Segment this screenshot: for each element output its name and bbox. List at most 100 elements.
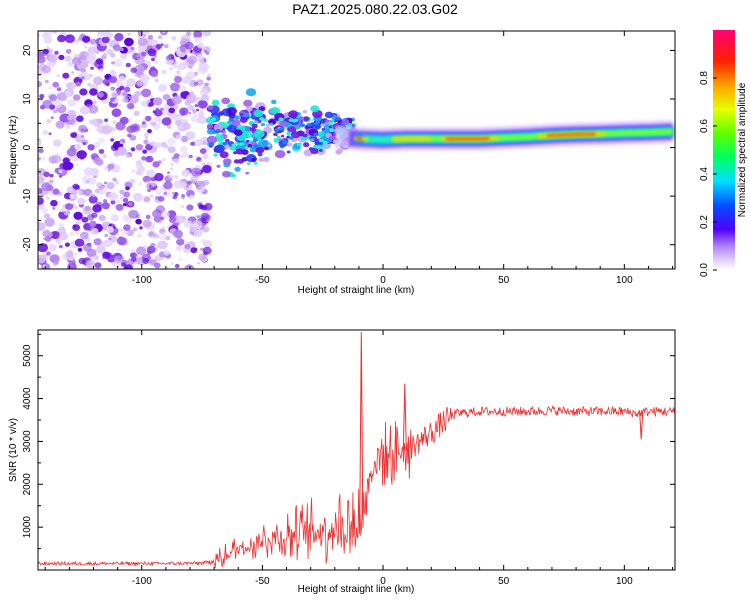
noise-speckle [38, 70, 44, 76]
noise-speckle [74, 39, 80, 44]
snr-y-label: SNR (10 * v/v) [8, 418, 19, 482]
noise-speckle [78, 124, 88, 133]
noise-speckle [101, 202, 110, 210]
transition-speckle [215, 144, 225, 153]
noise-speckle [152, 97, 163, 106]
noise-speckle [204, 82, 209, 87]
y-tick-label: 5000 [22, 344, 33, 367]
noise-speckle [69, 193, 76, 200]
noise-speckle [141, 100, 149, 107]
noise-speckle [102, 251, 111, 259]
noise-speckle [65, 251, 74, 259]
noise-speckle [92, 194, 96, 198]
noise-speckle [125, 186, 130, 191]
transition-core [288, 136, 294, 140]
noise-speckle [192, 109, 197, 114]
noise-speckle [111, 108, 122, 117]
noise-speckle [161, 69, 167, 75]
transition-speckle [245, 139, 250, 143]
noise-speckle [53, 100, 62, 109]
noise-speckle [196, 108, 200, 112]
noise-speckle [142, 121, 146, 125]
transition-speckle [246, 162, 251, 166]
noise-speckle [180, 205, 185, 209]
transition-speckle [257, 152, 263, 157]
noise-speckle [43, 213, 51, 219]
noise-speckle [141, 156, 147, 161]
noise-speckle [163, 181, 173, 190]
x-tick-label: -100 [132, 576, 152, 587]
transition-speckle [269, 122, 274, 127]
noise-speckle [174, 175, 179, 179]
colorbar-label: Normalized spectral amplitude [737, 82, 748, 217]
noise-speckle [82, 73, 92, 81]
noise-speckle [54, 260, 59, 265]
noise-speckle [106, 182, 115, 190]
transition-speckle [303, 116, 310, 122]
noise-speckle [87, 46, 97, 55]
transition-speckle [302, 110, 307, 114]
noise-speckle [185, 131, 196, 140]
noise-speckle [82, 142, 87, 145]
noise-speckle [101, 36, 110, 44]
noise-speckle [48, 244, 57, 252]
snr-series [38, 332, 675, 569]
noise-speckle [103, 52, 107, 57]
noise-speckle [131, 257, 137, 262]
noise-speckle [53, 139, 61, 146]
noise-speckle [199, 100, 208, 108]
noise-speckle [119, 189, 125, 195]
noise-speckle [189, 194, 194, 199]
noise-speckle [38, 187, 43, 195]
transition-speckle [274, 150, 286, 159]
noise-speckle [144, 136, 149, 139]
noise-speckle [104, 118, 108, 122]
noise-speckle [88, 195, 98, 204]
noise-speckle [167, 125, 172, 129]
noise-speckle [79, 88, 88, 96]
noise-speckle [115, 203, 124, 211]
noise-speckle [110, 214, 119, 222]
transition-core [328, 121, 334, 125]
noise-speckle [168, 174, 174, 179]
noise-speckle [122, 202, 127, 207]
noise-speckle [58, 54, 65, 61]
noise-speckle [81, 76, 85, 80]
noise-speckle [187, 55, 198, 65]
spectrogram-y-axis: -20 -10 0 10 20 [22, 44, 675, 270]
noise-speckle [38, 196, 44, 205]
transition-speckle [288, 110, 299, 119]
noise-speckle [96, 185, 108, 195]
transition-speckle [231, 119, 241, 127]
transition-core [253, 144, 259, 149]
noise-speckle [87, 144, 95, 151]
noise-speckle [162, 226, 166, 230]
noise-speckle [173, 153, 180, 159]
noise-speckle [57, 34, 66, 43]
noise-speckle [53, 31, 58, 34]
noise-speckle [38, 55, 46, 64]
noise-speckle [158, 232, 168, 241]
transition-speckle [222, 170, 231, 178]
transition-speckle [221, 97, 231, 105]
noise-speckle [62, 72, 70, 79]
noise-speckle [170, 167, 174, 171]
noise-speckle [110, 87, 114, 91]
transition-speckle [219, 151, 229, 159]
transition-speckle [253, 161, 258, 165]
noise-speckle [110, 97, 115, 102]
noise-speckle [184, 186, 190, 191]
noise-speckle [67, 61, 74, 67]
colorbar-tick-label: 0.4 [699, 167, 710, 181]
noise-speckle [154, 109, 163, 117]
noise-speckle [110, 138, 114, 142]
noise-speckle [77, 190, 83, 196]
noise-speckle [167, 171, 170, 174]
transition-speckle [258, 157, 265, 162]
transition-speckle [249, 146, 257, 153]
spectrogram-x-axis: -100 -50 0 50 100 [44, 31, 674, 286]
colorbar-tick-label: 0.6 [699, 119, 710, 133]
noise-speckle [185, 49, 191, 54]
noise-speckle [181, 61, 189, 68]
noise-speckle [48, 132, 52, 136]
